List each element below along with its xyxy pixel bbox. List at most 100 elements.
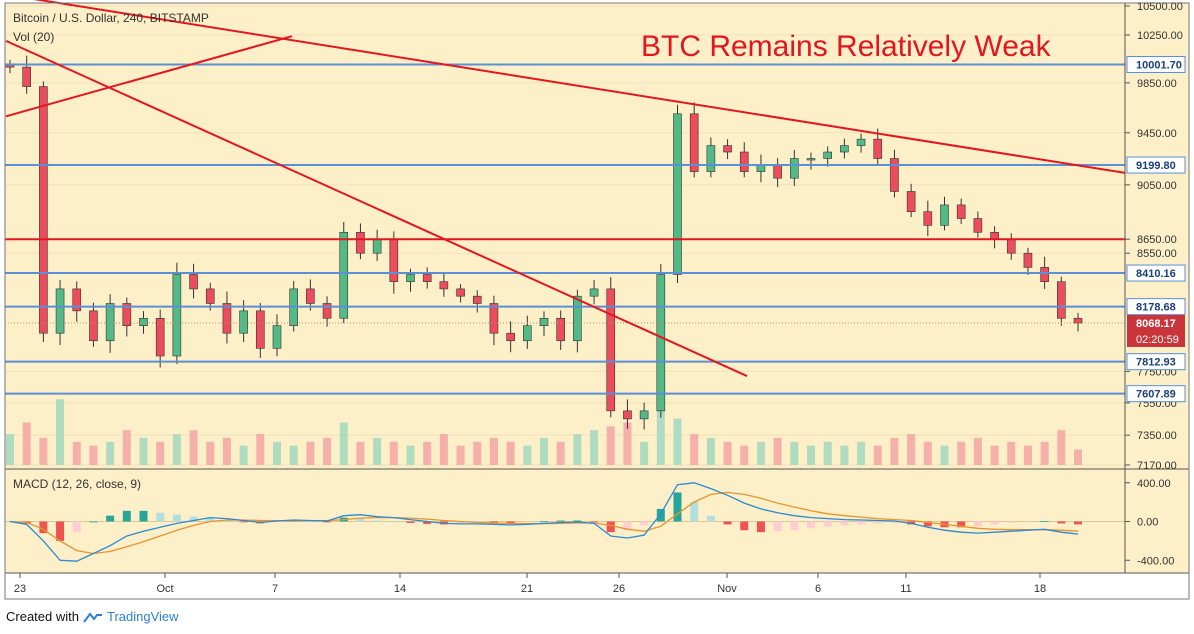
level-tag: [1126, 298, 1186, 316]
time-tick-label: 18: [1034, 583, 1046, 595]
volume-bar: [122, 430, 131, 465]
macd-tick-label: 400.00: [1137, 478, 1171, 490]
price-axis-background: [1125, 3, 1189, 573]
candle-body: [940, 204, 949, 226]
candle-body: [222, 303, 232, 334]
macd-histogram-bar: [790, 521, 799, 531]
price-tick-label: 7170.00: [1137, 460, 1177, 472]
price-tick-label: 7350.00: [1137, 430, 1177, 442]
macd-histogram-bar: [1040, 521, 1049, 522]
macd-histogram-bar: [72, 521, 81, 533]
tradingview-brand[interactable]: TradingView: [106, 609, 179, 624]
candle: [656, 264, 666, 418]
macd-histogram-bar: [239, 521, 248, 523]
candle: [689, 102, 699, 178]
candle: [122, 297, 132, 337]
volume-bar: [573, 434, 582, 465]
candle: [189, 263, 198, 299]
macd-histogram-bar: [890, 521, 899, 523]
macd-histogram-bar: [456, 521, 465, 524]
volume-bar: [356, 441, 365, 465]
volume-bar: [1023, 445, 1032, 465]
macd-histogram-bar: [106, 515, 115, 522]
candle: [1073, 312, 1083, 332]
volume-bar: [89, 445, 98, 465]
candle-body: [739, 151, 749, 172]
volume-bar: [1057, 430, 1066, 465]
volume-bar: [973, 437, 982, 465]
candle: [706, 137, 716, 178]
candle: [456, 284, 465, 303]
price-tick-label: 9050.00: [1137, 180, 1177, 192]
volume-bar: [389, 441, 398, 465]
candle-body: [1006, 238, 1016, 254]
candle: [873, 128, 883, 165]
volume-bar: [156, 441, 165, 465]
candle-body: [606, 288, 616, 412]
horizontal-levels[interactable]: [5, 63, 1125, 395]
candle: [956, 198, 966, 224]
volume-bar: [823, 441, 832, 465]
macd-histogram-bar: [706, 515, 715, 522]
volume-bar: [506, 441, 515, 465]
time-tick-label: 7: [272, 583, 278, 595]
candle-body: [406, 274, 415, 282]
chart[interactable]: 10500.00 10250.00 9850.00 9450.00 9050.00 865…: [0, 0, 1194, 605]
macd-histogram-bar: [373, 520, 382, 522]
price-tick-label: 9450.00: [1137, 128, 1177, 140]
candle: [39, 81, 48, 342]
candle-body: [339, 231, 349, 319]
level-tag-label: 7607.89: [1136, 389, 1176, 401]
trendline-descending-steep: [5, 39, 748, 377]
candle-body: [472, 295, 482, 304]
macd-histogram-bar: [1074, 521, 1082, 525]
candle: [790, 150, 799, 186]
macd-histogram-bar: [973, 521, 982, 527]
candle: [539, 311, 549, 337]
time-tick-label: Oct: [156, 583, 173, 595]
macd-histogram-bar: [89, 521, 98, 523]
volume-bar: [656, 380, 665, 465]
candle-body: [840, 145, 849, 153]
time-axis: 23 Oct 7 14 21 26 Nov 6 11 18: [14, 573, 1046, 595]
candle-body: [623, 410, 632, 420]
macd-histogram-bar: [957, 521, 966, 528]
candle: [723, 139, 732, 160]
candle: [623, 399, 632, 429]
candle-body: [706, 145, 716, 172]
time-tick-label: 23: [14, 583, 26, 595]
volume-bar: [323, 437, 332, 465]
candle-body: [523, 325, 532, 342]
macd-histogram-bar: [489, 521, 498, 523]
macd-histogram-bar: [556, 520, 565, 522]
macd-histogram-bar: [640, 521, 649, 526]
candle: [55, 280, 65, 346]
volume-bar: [39, 437, 48, 465]
tradingview-logo-icon[interactable]: [83, 611, 103, 623]
price-tags: 10001.70 9199.80 8410.16 8178.68 7812.93 7607…: [1126, 56, 1186, 403]
volume-bar: [222, 437, 231, 465]
macd-histogram-bar: [690, 502, 699, 522]
macd-histogram-bar: [122, 510, 131, 522]
candle: [356, 223, 365, 260]
volume-bar: [957, 441, 966, 465]
macd-tick-label: 0.00: [1137, 517, 1158, 529]
volume-bar: [423, 441, 432, 465]
macd-histogram-bar: [389, 521, 398, 523]
macd-histogram-bar: [823, 521, 832, 527]
candle: [940, 196, 949, 231]
volume-bar: [56, 399, 65, 465]
volume-bar: [339, 422, 348, 465]
volume-bar: [673, 418, 682, 465]
candle: [439, 273, 449, 297]
macd-label: MACD (12, 26, close, 9): [13, 477, 141, 491]
volume-bar: [807, 445, 815, 465]
time-tick-label: 11: [900, 583, 911, 595]
candle-body: [639, 410, 649, 420]
candle: [606, 277, 616, 418]
candle-body: [139, 317, 148, 327]
candle-body: [422, 274, 432, 282]
volume-bar: [873, 445, 882, 465]
trendlines[interactable]: [5, 0, 1126, 377]
macd-histogram-bar: [39, 521, 48, 534]
